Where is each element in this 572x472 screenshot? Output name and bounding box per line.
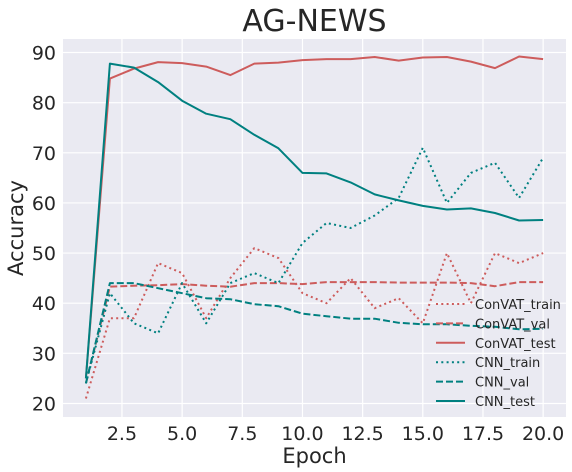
series-line-convat-val [84, 281, 544, 384]
x-tick-label: 12.5 [341, 423, 383, 445]
tick-labels: 2.5 5.0 7.5 10.0 12.5 15.0 17.5 20.0 20 30 40 50 60 7… [32, 43, 564, 445]
series-line-cnn-val [84, 282, 544, 384]
legend-label: CNN_test [475, 395, 535, 410]
y-tick-label: 20 [32, 393, 56, 415]
legend-label: ConVAT_test [475, 337, 556, 352]
chart-title: AG-NEWS [242, 4, 386, 39]
y-tick-label: 50 [32, 243, 56, 265]
legend-label: CNN_train [475, 356, 540, 371]
y-tick-label: 90 [32, 43, 56, 65]
series-line-convat-test [84, 55, 544, 379]
x-axis-title: Epoch [282, 444, 346, 468]
series-lines [84, 55, 544, 399]
series-line-cnn-test [84, 62, 544, 379]
x-tick-label: 17.5 [462, 423, 504, 445]
legend: ConVAT_train ConVAT_val ConVAT_test CNN_tra… [436, 298, 561, 410]
legend-label: ConVAT_val [475, 317, 550, 332]
x-tick-label: 20.0 [522, 423, 564, 445]
x-tick-label: 15.0 [402, 423, 444, 445]
x-tick-label: 7.5 [227, 423, 257, 445]
y-tick-label: 60 [32, 193, 56, 215]
y-tick-label: 40 [32, 293, 56, 315]
x-tick-label: 5.0 [167, 423, 197, 445]
grid [63, 39, 566, 417]
series-line-convat-train [84, 247, 544, 399]
legend-label: ConVAT_train [475, 298, 561, 313]
plot-background [63, 39, 566, 417]
y-tick-label: 70 [32, 143, 56, 165]
y-tick-label: 80 [32, 93, 56, 115]
x-tick-label: 10.0 [281, 423, 323, 445]
y-tick-label: 30 [32, 343, 56, 365]
y-axis-title: Accuracy [4, 180, 28, 276]
x-tick-label: 2.5 [107, 423, 137, 445]
legend-label: CNN_val [475, 376, 529, 391]
